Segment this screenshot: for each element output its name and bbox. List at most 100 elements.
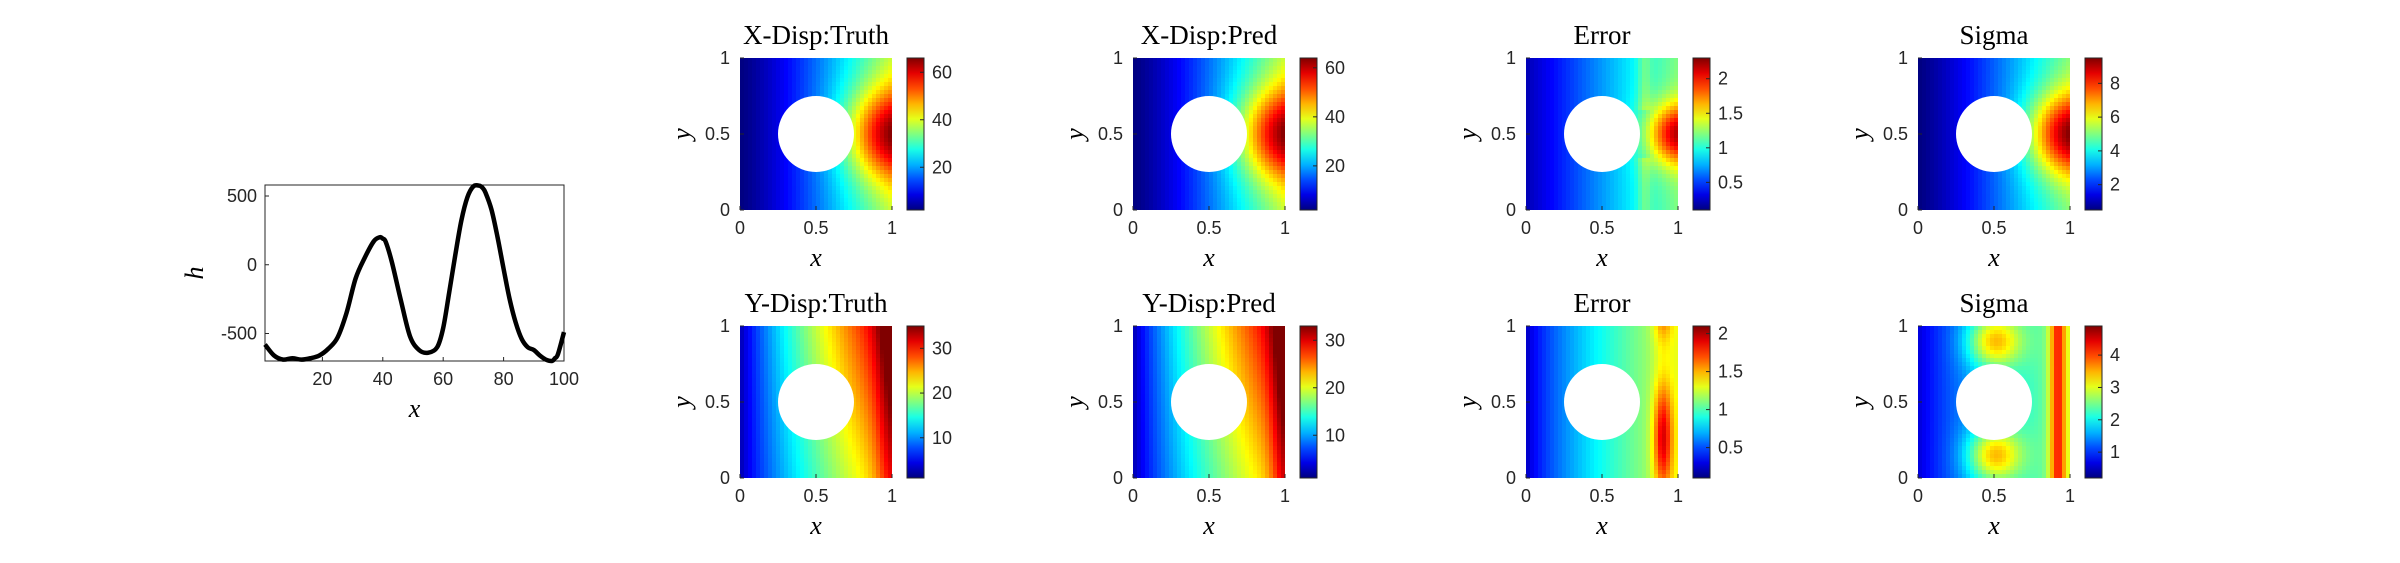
domain-hole	[1956, 364, 2032, 440]
x-tick-label: 0.5	[1981, 486, 2006, 506]
x-tick-label: 0	[1913, 218, 1923, 238]
x-tick-label: 0.5	[803, 486, 828, 506]
y-tick-label: 0	[247, 255, 257, 275]
panel-title: Y-Disp:Pred	[1142, 288, 1276, 318]
x-tick-label: 0	[1521, 218, 1531, 238]
panel-title: Error	[1574, 288, 1631, 318]
domain-hole	[1171, 364, 1247, 440]
colorbar-tick-label: 4	[2110, 141, 2120, 161]
heatmap-image	[1918, 326, 2070, 478]
y-tick-label: 1	[1506, 316, 1516, 336]
panel-title: Sigma	[1959, 288, 2028, 318]
y-axis-label: y	[1060, 128, 1089, 143]
panel-title: Y-Disp:Truth	[744, 288, 888, 318]
line-chart: 20 40 60 80 100 -500 0 500 x h	[180, 182, 579, 423]
colorbar-tick-label: 8	[2110, 73, 2120, 93]
y-tick-label: 1	[1506, 48, 1516, 68]
colorbar	[2084, 325, 2103, 479]
x-tick-label: 0.5	[1589, 486, 1614, 506]
x-axis-label: x	[1595, 511, 1608, 540]
colorbar-tick-label: 1.5	[1718, 362, 1743, 382]
y-tick-label: 0	[1506, 468, 1516, 488]
x-tick-label: 0	[1128, 218, 1138, 238]
x-tick-label: 1	[2065, 486, 2075, 506]
colorbar-tick-label: 60	[1325, 58, 1345, 78]
x-axis-label: x	[1202, 511, 1215, 540]
x-axis-label: x	[1202, 243, 1215, 272]
colorbar-tick-label: 0.5	[1718, 438, 1743, 458]
y-axis-label: y	[1060, 396, 1089, 411]
y-axis-label: y	[667, 128, 696, 143]
colorbar-tick-label: 40	[932, 110, 952, 130]
panel-title: X-Disp:Truth	[743, 20, 890, 50]
x-tick-label: 40	[373, 369, 393, 389]
colorbar-tick-label: 1.5	[1718, 103, 1743, 123]
x-tick-label: 0	[1913, 486, 1923, 506]
y-tick-label: 0	[1506, 200, 1516, 220]
y-tick-label: 1	[1898, 316, 1908, 336]
colorbar-tick-label: 3	[2110, 377, 2120, 397]
x-tick-label: 1	[1673, 486, 1683, 506]
colorbar	[2084, 57, 2103, 211]
x-tick-label: 100	[549, 369, 579, 389]
colorbar-tick-label: 4	[2110, 345, 2120, 365]
colorbar	[906, 325, 925, 479]
x-tick-label: 1	[2065, 218, 2075, 238]
colorbar-tick-label: 20	[932, 383, 952, 403]
x-axis-label: x	[1987, 243, 2000, 272]
colorbar-tick-label: 30	[932, 338, 952, 358]
x-tick-label: 0.5	[803, 218, 828, 238]
panel-title: Error	[1574, 20, 1631, 50]
y-tick-label: 0.5	[1098, 124, 1123, 144]
colorbar-tick-label: 20	[1325, 156, 1345, 176]
colorbar-tick-label: 2	[2110, 175, 2120, 195]
x-axis-label: x	[1987, 511, 2000, 540]
y-tick-label: 0.5	[1883, 124, 1908, 144]
colorbar-tick-label: 0.5	[1718, 172, 1743, 192]
x-tick-label: 0	[1521, 486, 1531, 506]
x-tick-label: 0	[735, 486, 745, 506]
heatmap-image	[740, 58, 892, 210]
x-tick-label: 20	[312, 369, 332, 389]
heatmap-panel: 0 0.5 1 0 0.5 1 Sigma x y 1 2 3 4	[1845, 288, 2120, 540]
x-tick-label: 60	[433, 369, 453, 389]
y-tick-label: 1	[1898, 48, 1908, 68]
y-tick-label: 0.5	[1491, 392, 1516, 412]
colorbar-tick-label: 2	[2110, 410, 2120, 430]
colorbar-tick-label: 10	[1325, 425, 1345, 445]
x-tick-label: 80	[494, 369, 514, 389]
domain-hole	[1564, 364, 1640, 440]
x-tick-label: 1	[1280, 486, 1290, 506]
x-tick-label: 0.5	[1981, 218, 2006, 238]
y-tick-label: 0.5	[705, 124, 730, 144]
colorbar	[1299, 325, 1318, 479]
colorbar-tick-label: 2	[1718, 69, 1728, 89]
x-tick-label: 0.5	[1589, 218, 1614, 238]
y-tick-label: 0	[720, 200, 730, 220]
colorbar-tick-label: 1	[2110, 442, 2120, 462]
panel-title: X-Disp:Pred	[1141, 20, 1278, 50]
domain-hole	[1956, 96, 2032, 172]
colorbar-tick-label: 10	[932, 428, 952, 448]
y-tick-label: 0.5	[705, 392, 730, 412]
x-tick-label: 0	[735, 218, 745, 238]
domain-hole	[1171, 96, 1247, 172]
domain-hole	[778, 364, 854, 440]
y-axis-label: y	[1845, 396, 1874, 411]
x-tick-label: 0	[1128, 486, 1138, 506]
heatmap-panel: 0 0.5 1 0 0.5 1 Error x y 0.5 1 1.5 2	[1453, 288, 1743, 540]
y-tick-label: 1	[1113, 48, 1123, 68]
colorbar-tick-label: 6	[2110, 107, 2120, 127]
y-tick-label: 500	[227, 186, 257, 206]
y-tick-label: 0	[1898, 468, 1908, 488]
colorbar	[1299, 57, 1318, 211]
x-tick-label: 1	[1280, 218, 1290, 238]
y-axis-label: y	[1453, 396, 1482, 411]
heatmap-panel: 0 0.5 1 0 0.5 1 Error x y 0.5 1 1.5 2	[1453, 20, 1743, 272]
x-axis-label: x	[809, 511, 822, 540]
colorbar-tick-label: 2	[1718, 324, 1728, 344]
x-tick-label: 1	[887, 218, 897, 238]
